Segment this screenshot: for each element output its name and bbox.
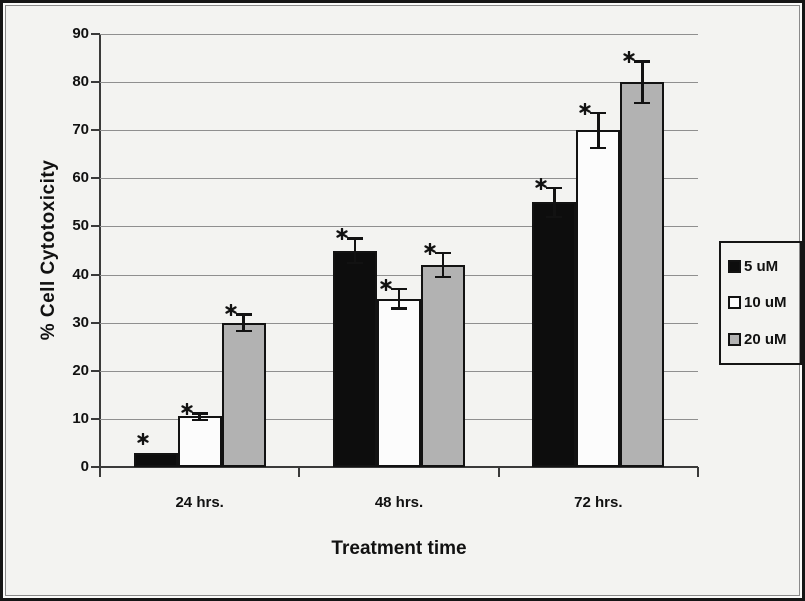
y-axis-tick — [91, 81, 100, 84]
error-bar-line — [641, 61, 644, 103]
y-axis-tick — [91, 466, 100, 468]
error-bar-line — [353, 238, 357, 263]
legend-label-20um: 20 uM — [744, 331, 787, 349]
legend-label-10um: 10 uM — [744, 294, 787, 312]
x-category-label: 24 hrs. — [175, 494, 224, 511]
x-axis-line — [100, 466, 698, 468]
significance-asterisk-icon — [137, 432, 149, 445]
error-bar-line — [441, 252, 445, 277]
gridline — [100, 34, 698, 35]
error-bar-cap — [590, 111, 607, 115]
error-bar-cap — [347, 237, 363, 240]
x-axis-tick — [298, 467, 301, 477]
y-axis-tick — [91, 129, 100, 132]
error-bar-line — [553, 187, 556, 217]
y-tick-label: 90 — [72, 25, 89, 42]
gridline — [100, 82, 698, 84]
error-bar-line — [397, 288, 401, 309]
bar-72hrs-10um — [576, 130, 621, 467]
error-bar-cap — [191, 418, 208, 422]
y-axis-tick — [91, 225, 100, 228]
bar-24hrs-20um — [221, 322, 266, 467]
bar-48hrs-20um — [421, 264, 465, 467]
x-axis-tick — [99, 467, 101, 477]
y-axis-tick — [91, 417, 100, 420]
legend: 5 uM 10 uM 20 uM — [719, 241, 802, 365]
gridline — [100, 274, 698, 276]
bar-72hrs-20um — [620, 82, 665, 467]
y-tick-label: 80 — [72, 73, 89, 91]
gridline — [100, 130, 698, 132]
error-bar-cap — [391, 307, 407, 310]
y-axis-tick — [91, 177, 100, 180]
legend-item: 20 uM — [728, 331, 798, 348]
x-axis-tick — [697, 467, 699, 477]
error-bar-cap — [634, 101, 651, 105]
legend-marker-20um — [728, 333, 741, 347]
y-tick-label: 0 — [80, 458, 89, 475]
y-tick-label: 30 — [72, 313, 89, 331]
error-bar-line — [597, 112, 600, 148]
error-bar-cap — [590, 146, 607, 150]
bar-24hrs-10um — [177, 416, 222, 467]
bar-72hrs-5um — [532, 202, 577, 467]
legend-marker-5um — [728, 259, 741, 273]
gridline — [100, 178, 698, 180]
bar-48hrs-10um — [377, 298, 421, 467]
y-tick-label: 20 — [72, 361, 89, 379]
x-axis-tick — [497, 467, 500, 477]
x-category-label: 72 hrs. — [574, 494, 623, 511]
y-tick-label: 40 — [72, 265, 89, 283]
y-axis-line — [99, 34, 101, 468]
significance-asterisk-icon — [623, 51, 635, 64]
error-bar-cap — [435, 251, 451, 255]
y-axis-tick — [91, 369, 100, 372]
y-tick-label: 70 — [72, 121, 89, 139]
significance-asterisk-icon — [535, 177, 547, 191]
bar-48hrs-5um — [333, 250, 377, 467]
error-bar-cap — [435, 275, 451, 279]
error-bar-cap — [235, 313, 252, 316]
y-axis-tick — [91, 273, 100, 276]
significance-asterisk-icon — [424, 242, 436, 256]
error-bar-cap — [191, 412, 208, 415]
y-axis-tick — [91, 33, 100, 35]
legend-marker-10um — [728, 296, 741, 310]
significance-asterisk-icon — [579, 102, 591, 116]
x-axis-title: Treatment time — [331, 538, 467, 559]
y-tick-label: 50 — [72, 217, 89, 235]
x-category-label: 48 hrs. — [374, 494, 424, 511]
error-bar-cap — [546, 186, 563, 190]
y-tick-label: 10 — [72, 409, 89, 427]
legend-item: 5 uM — [728, 258, 798, 275]
significance-asterisk-icon — [181, 402, 193, 416]
legend-label-5um: 5 uM — [744, 257, 779, 275]
y-axis-tick — [91, 321, 100, 324]
plot-area — [91, 33, 699, 477]
gridline — [100, 226, 698, 228]
error-bar-line — [242, 314, 245, 331]
error-bar-cap — [391, 287, 407, 291]
y-tick-label: 60 — [72, 169, 89, 187]
error-bar-cap — [347, 261, 363, 265]
significance-asterisk-icon — [336, 228, 348, 241]
significance-asterisk-icon — [380, 278, 392, 292]
legend-item: 10 uM — [728, 294, 798, 311]
error-bar-cap — [546, 215, 563, 219]
error-bar-cap — [235, 329, 252, 333]
bar-24hrs-5um — [133, 452, 178, 467]
error-bar-line — [198, 413, 201, 420]
significance-asterisk-icon — [225, 304, 237, 317]
error-bar-cap — [634, 60, 651, 63]
